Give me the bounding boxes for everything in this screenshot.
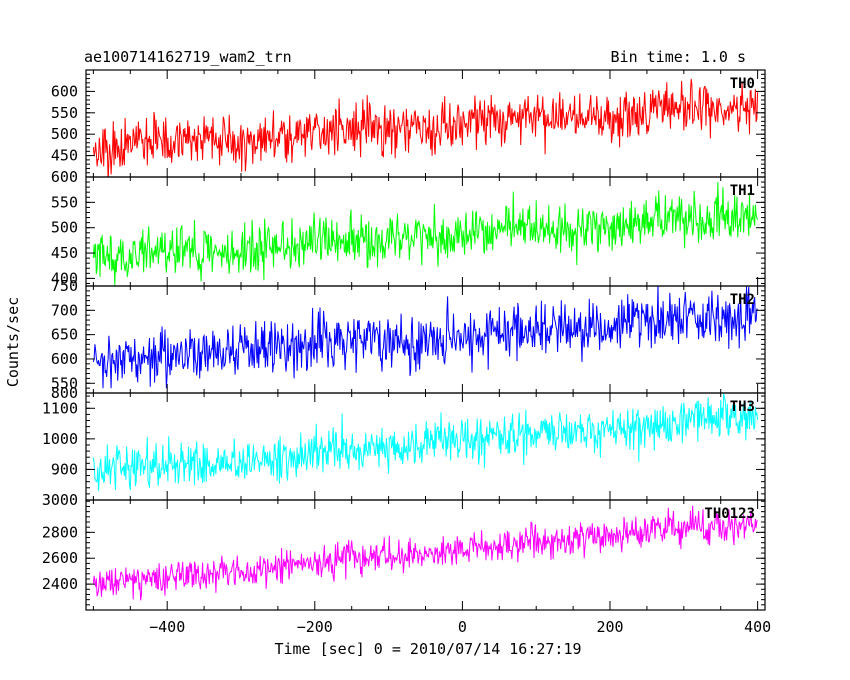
y-axis-label: Counts/sec (4, 297, 22, 387)
series-th2-line (92, 286, 759, 389)
panel-name-label: TH2 (730, 292, 755, 308)
y-tick-label: 2600 (42, 549, 78, 567)
y-tick-label: 650 (51, 326, 78, 344)
x-tick-label: 400 (744, 618, 771, 636)
panel-th2: 550 600 650 700 750 TH2 (51, 277, 766, 394)
panel-name-label: TH1 (730, 183, 755, 199)
y-tick-label: 700 (51, 301, 78, 319)
panels-group: 450 500 550 600 600 TH0 400 450 500 550 TH1 550 600 6… (42, 69, 771, 636)
y-tick-label: 450 (51, 147, 78, 165)
panel-name-label: TH3 (730, 399, 755, 415)
y-tick-label: 500 (51, 219, 78, 237)
y-tick-label: 400 (51, 269, 78, 287)
y-tick-label: 2400 (42, 575, 78, 593)
panel-frame (85, 499, 766, 611)
series-th0123-line (92, 505, 758, 601)
y-tick-label: 450 (51, 244, 78, 262)
y-tick-label: 500 (51, 125, 78, 143)
series-th0-line (92, 78, 759, 177)
y-tick-label: 550 (51, 374, 78, 392)
panel-name-label: TH0123 (704, 506, 755, 522)
y-tick-label: 1100 (42, 399, 78, 417)
y-edge-label: 3000 (42, 491, 78, 509)
y-tick-label: 1000 (42, 430, 78, 448)
series-th1-line (92, 182, 759, 286)
y-tick-label: 900 (51, 460, 78, 478)
panel-th1: 400 450 500 550 TH1 (51, 176, 766, 287)
panel-th0123: 2400 2600 2800 3000 TH0123 (42, 491, 766, 611)
y-tick-label: 550 (51, 193, 78, 211)
panel-th0: 450 500 550 600 600 TH0 (51, 69, 766, 186)
x-tick-label: 0 (458, 618, 467, 636)
y-edge-label: 600 (51, 168, 78, 186)
panel-name-label: TH0 (730, 76, 755, 92)
y-tick-label: 600 (51, 82, 78, 100)
x-tick-label: 200 (596, 618, 623, 636)
y-edge-label: 750 (51, 277, 78, 295)
bin-time-label: Bin time: 1.0 s (611, 48, 746, 66)
y-tick-label: 600 (51, 350, 78, 368)
chart-title: ae100714162719_wam2_trn (84, 48, 292, 66)
y-tick-label: 550 (51, 104, 78, 122)
x-axis-label: Time [sec] 0 = 2010/07/14 16:27:19 (274, 640, 581, 658)
y-edge-label: 800 (51, 384, 78, 402)
x-tick-label: −400 (149, 618, 185, 636)
y-tick-label: 2800 (42, 523, 78, 541)
series-th3-line (92, 393, 759, 492)
x-tick-label: −200 (297, 618, 333, 636)
